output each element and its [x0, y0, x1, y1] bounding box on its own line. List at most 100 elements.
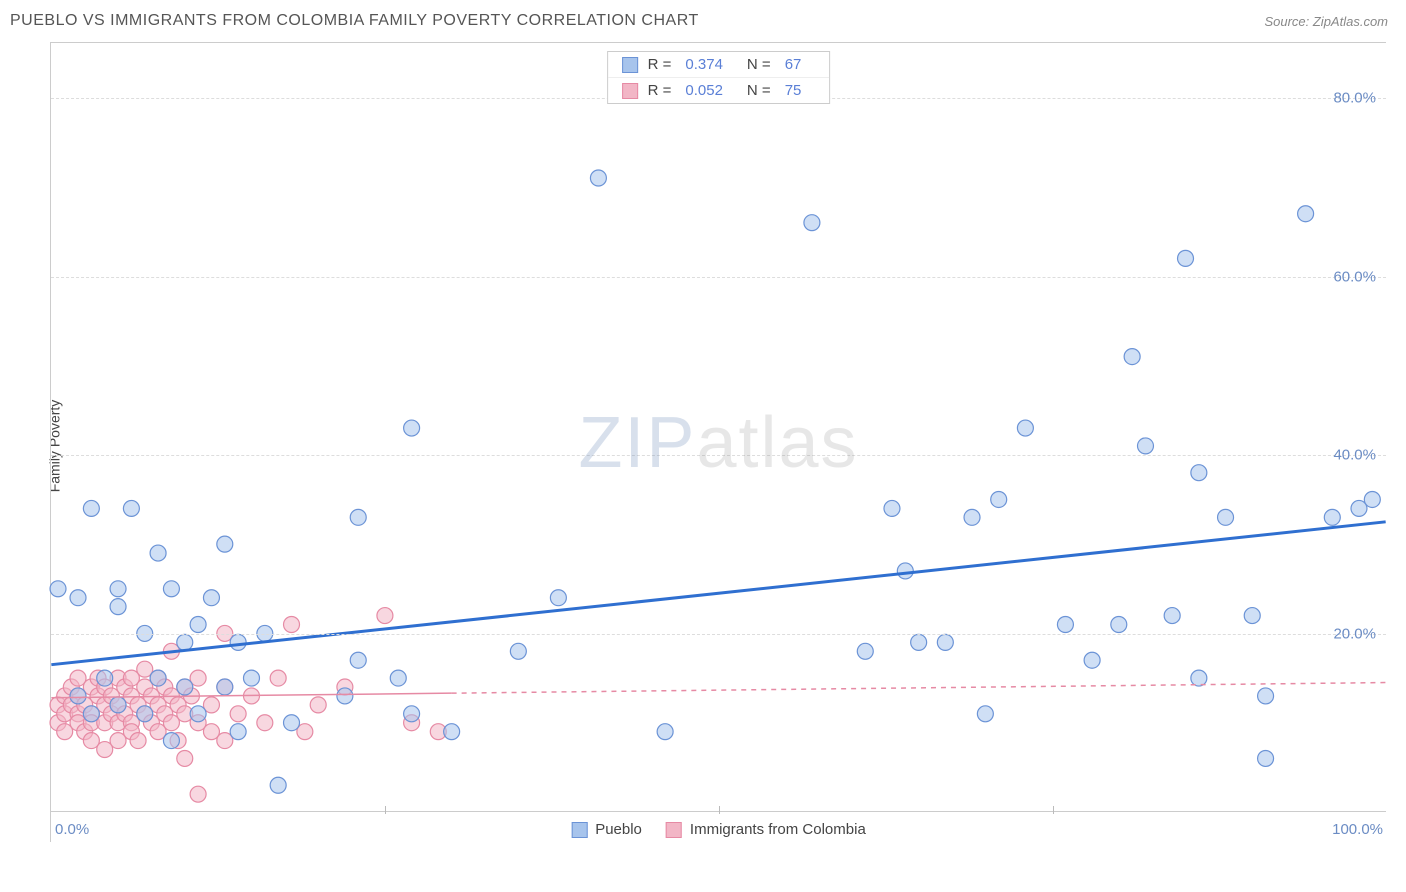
series-legend-colombia: Immigrants from Colombia [666, 821, 866, 838]
data-point [1084, 652, 1100, 668]
data-point [1324, 509, 1340, 525]
correlation-legend-row-colombia: R = 0.052 N = 75 [608, 77, 830, 103]
x-tick [1053, 806, 1054, 814]
data-point [217, 679, 233, 695]
data-point [510, 643, 526, 659]
data-point [657, 724, 673, 740]
data-point [163, 733, 179, 749]
n-value-colombia: 75 [785, 82, 802, 99]
chart-title: PUEBLO VS IMMIGRANTS FROM COLOMBIA FAMIL… [10, 12, 699, 30]
data-point [337, 688, 353, 704]
data-point [230, 706, 246, 722]
scatter-svg [51, 43, 1386, 842]
data-point [97, 670, 113, 686]
gridline [51, 277, 1386, 278]
data-point [1244, 608, 1260, 624]
r-label: R = [648, 56, 672, 73]
swatch-pueblo [622, 57, 638, 73]
data-point [404, 420, 420, 436]
swatch-colombia-bottom [666, 822, 682, 838]
n-value-pueblo: 67 [785, 56, 802, 73]
data-point [217, 536, 233, 552]
series-legend-pueblo: Pueblo [571, 821, 642, 838]
y-tick-label: 60.0% [1333, 268, 1376, 285]
data-point [550, 590, 566, 606]
data-point [911, 634, 927, 650]
data-point [83, 500, 99, 516]
data-point [110, 581, 126, 597]
correlation-legend-row-pueblo: R = 0.374 N = 67 [608, 52, 830, 77]
data-point [350, 509, 366, 525]
y-tick-label: 80.0% [1333, 89, 1376, 106]
data-point [230, 724, 246, 740]
data-point [1364, 491, 1380, 507]
data-point [110, 599, 126, 615]
trend-line [51, 522, 1385, 665]
data-point [991, 491, 1007, 507]
data-point [177, 634, 193, 650]
data-point [377, 608, 393, 624]
data-point [1137, 438, 1153, 454]
y-tick-label: 20.0% [1333, 626, 1376, 643]
trend-line [452, 683, 1386, 694]
data-point [130, 733, 146, 749]
n-label: N = [747, 56, 771, 73]
gridline [51, 634, 1386, 635]
data-point [590, 170, 606, 186]
data-point [230, 634, 246, 650]
data-point [964, 509, 980, 525]
data-point [163, 581, 179, 597]
x-tick [385, 806, 386, 814]
data-point [1017, 420, 1033, 436]
gridline [51, 455, 1386, 456]
r-value-colombia: 0.052 [685, 82, 723, 99]
data-point [1298, 206, 1314, 222]
data-point [150, 670, 166, 686]
series-legend: Pueblo Immigrants from Colombia [571, 821, 866, 838]
data-point [190, 706, 206, 722]
data-point [937, 634, 953, 650]
source-attribution: Source: ZipAtlas.com [1264, 14, 1388, 29]
swatch-colombia [622, 83, 638, 99]
data-point [1111, 617, 1127, 633]
data-point [190, 617, 206, 633]
data-point [977, 706, 993, 722]
data-point [70, 688, 86, 704]
x-tick [719, 806, 720, 814]
chart-plot-area: ZIPatlas R = 0.374 N = 67 R = 0.052 N = … [50, 42, 1386, 842]
swatch-pueblo-bottom [571, 822, 587, 838]
series-label-colombia: Immigrants from Colombia [690, 821, 866, 838]
data-point [137, 706, 153, 722]
data-point [110, 697, 126, 713]
data-point [897, 563, 913, 579]
data-point [83, 706, 99, 722]
data-point [190, 786, 206, 802]
data-point [270, 777, 286, 793]
correlation-legend: R = 0.374 N = 67 R = 0.052 N = 75 [607, 51, 831, 104]
data-point [444, 724, 460, 740]
x-tick-label-max: 100.0% [1332, 821, 1383, 838]
data-point [804, 215, 820, 231]
data-point [284, 715, 300, 731]
y-tick-label: 40.0% [1333, 447, 1376, 464]
data-point [1178, 250, 1194, 266]
data-point [1258, 750, 1274, 766]
data-point [1191, 670, 1207, 686]
data-point [1124, 349, 1140, 365]
data-point [390, 670, 406, 686]
data-point [1057, 617, 1073, 633]
data-point [404, 706, 420, 722]
r-value-pueblo: 0.374 [685, 56, 723, 73]
x-tick-label-min: 0.0% [55, 821, 89, 838]
data-point [70, 590, 86, 606]
data-point [270, 670, 286, 686]
data-point [284, 617, 300, 633]
n-label: N = [747, 82, 771, 99]
series-label-pueblo: Pueblo [595, 821, 642, 838]
data-point [150, 545, 166, 561]
data-point [177, 750, 193, 766]
r-label: R = [648, 82, 672, 99]
data-point [350, 652, 366, 668]
data-point [257, 715, 273, 731]
data-point [50, 581, 66, 597]
